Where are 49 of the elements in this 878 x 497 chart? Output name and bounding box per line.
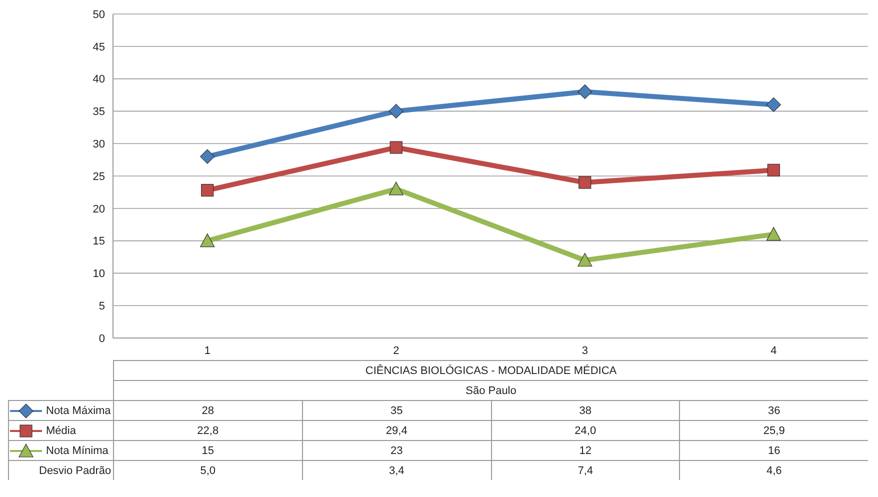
data-label: 38: [490, 400, 680, 420]
y-tick-label: 5: [98, 300, 105, 313]
y-tick-label: 45: [92, 41, 105, 54]
text: 7,4: [490, 460, 680, 480]
y-tick-label: 20: [92, 203, 105, 216]
point: [201, 184, 214, 197]
y-tick-label: 50: [92, 8, 105, 21]
y-tick-label: 25: [92, 170, 105, 183]
data-label: 35: [302, 400, 490, 420]
legend-label: Média: [46, 424, 76, 436]
data-label: 23: [302, 440, 490, 460]
point: [578, 176, 592, 189]
text: 3,4: [302, 460, 490, 480]
point: [766, 97, 781, 112]
point: [388, 104, 404, 118]
y-tick-label: 10: [92, 268, 105, 280]
y-tick-label: 0: [98, 332, 105, 345]
point: [200, 149, 215, 164]
legend-label: Nota Máxima: [46, 404, 111, 416]
data-label: 28: [113, 400, 302, 420]
text: São Paulo: [113, 380, 868, 400]
x-tick-label: 4: [770, 344, 777, 357]
x-tick-label: 2: [393, 344, 400, 357]
text: 5,0: [113, 460, 302, 480]
point: [578, 84, 592, 100]
x-axis-title: CIÊNCIAS BIOLÓGICAS - MODALIDADE MÉDICA: [113, 360, 868, 380]
point: [200, 234, 215, 248]
y-tick-label: 40: [92, 74, 105, 86]
data-label: 36: [679, 400, 868, 420]
point: [766, 227, 781, 241]
point: [388, 182, 404, 196]
data-label: 29,4: [302, 420, 490, 440]
data-label: 25,9: [679, 420, 868, 440]
y-tick-label: 15: [92, 236, 105, 248]
point: [578, 252, 592, 267]
text: Desvio Padrão: [8, 460, 113, 480]
x-tick-label: 1: [204, 344, 210, 357]
text: 4,6: [679, 460, 868, 480]
y-tick-label: 30: [92, 138, 105, 151]
point: [767, 164, 780, 176]
data-label: 15: [113, 440, 302, 460]
y-tick-label: 35: [92, 106, 105, 118]
legend-label: Nota Mínima: [46, 444, 108, 456]
data-label: 16: [679, 440, 868, 460]
point: [390, 141, 402, 154]
data-label: 22,8: [113, 420, 302, 440]
data-label: 12: [490, 440, 680, 460]
data-label: 24,0: [490, 420, 680, 440]
x-tick-label: 3: [582, 344, 588, 357]
